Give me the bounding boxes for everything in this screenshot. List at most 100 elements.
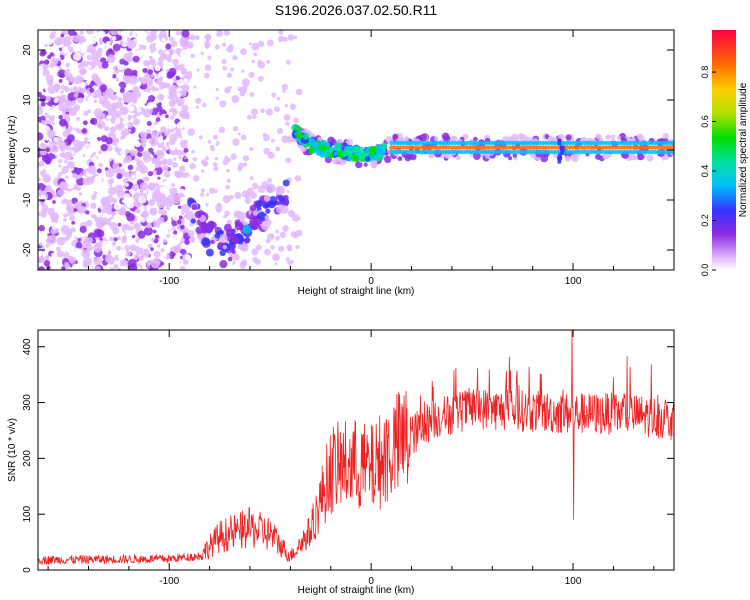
spectrogram-cell [557, 138, 562, 143]
spectrogram-cell [189, 34, 196, 41]
spectrogram-cell [65, 35, 72, 42]
spectrogram-cell [512, 153, 518, 158]
spectrogram-cell [224, 210, 231, 217]
spectrogram-cell [334, 142, 343, 151]
spectrogram-cell [148, 82, 153, 87]
spectrogram-cell [120, 129, 128, 137]
spectrogram-cell [83, 143, 93, 153]
spectrogram-cell [464, 149, 470, 155]
spectrogram-cell [117, 215, 126, 223]
spectrogram-cell [249, 217, 259, 227]
spectrogram-cell [114, 184, 124, 194]
spectrogram-cell [117, 252, 126, 261]
spectrogram-cell [302, 132, 310, 140]
spectrogram-cell [213, 166, 219, 172]
spectrogram-cell [294, 125, 301, 132]
spectrogram-cell [638, 135, 645, 143]
spectrogram-cell [65, 175, 69, 179]
spectrogram-cell [173, 230, 178, 235]
spectrogram-cell [123, 68, 133, 78]
spectrogram-cell [63, 151, 73, 161]
spectrogram-cell [71, 100, 76, 104]
spectrogram-cell [557, 141, 562, 146]
spectrogram-cell [40, 124, 47, 131]
spectrogram-cell [49, 234, 57, 242]
spectrogram-cell [150, 163, 156, 169]
spectrogram-cell [76, 177, 85, 186]
spectrogram-cell [455, 155, 461, 161]
spectrogram-cell [153, 250, 161, 258]
spectrogram-cell [401, 149, 406, 155]
spectrogram-cell [560, 149, 565, 154]
spectrogram-cell [192, 157, 198, 162]
spectrogram-cell [160, 248, 165, 253]
spectrogram-cell [389, 140, 394, 146]
spectrogram-cell [166, 249, 171, 254]
spectrogram-cell [72, 155, 82, 165]
spectrogram-cell [216, 202, 222, 208]
spectrogram-cell [159, 135, 163, 139]
spectrogram-cell [112, 197, 118, 204]
spectrogram-cell [141, 142, 147, 148]
spectrogram-cell [78, 124, 84, 130]
spectrogram-cell [58, 79, 63, 83]
spectrogram-cell [507, 140, 512, 146]
spectrogram-cell [166, 82, 170, 87]
spectrogram-cell [50, 117, 55, 121]
spectrogram-cell [215, 96, 219, 100]
spectrogram-cell [256, 218, 263, 225]
spectrogram-cell [87, 109, 92, 114]
spectrogram-cell [275, 235, 280, 241]
spectrogram-cell [50, 212, 60, 222]
spectrogram-cell [149, 30, 158, 36]
spectrogram-cell [51, 158, 59, 166]
spectrogram-cell [272, 253, 280, 262]
spectrogram-cell [179, 89, 187, 97]
spectrogram-cell [207, 140, 212, 144]
spectrogram-cell [71, 263, 79, 270]
spectrogram-cell [85, 30, 95, 35]
spectrogram-cell [274, 106, 280, 113]
spectrogram-cell [163, 171, 171, 178]
spectrogram-cell [293, 117, 299, 124]
spectrogram-cell [158, 131, 163, 135]
spectrogram-cell [128, 105, 135, 112]
spectrogram-cell [55, 33, 59, 37]
spectrogram-cell [249, 176, 254, 180]
spectrogram-cell [495, 149, 500, 155]
spectrogram-cell [112, 161, 122, 171]
spectrogram-cell [443, 149, 448, 155]
spectrogram-cell [123, 110, 128, 114]
spectrogram-cell [101, 198, 111, 208]
spectrogram-cell [117, 123, 122, 128]
spectrogram-cell [592, 140, 597, 146]
spectrogram-cell [111, 35, 117, 41]
spectrogram-cell [231, 236, 240, 245]
spectrogram-cell [105, 87, 115, 97]
spectrogram-cell [278, 245, 285, 252]
spectrogram-cell [96, 212, 102, 218]
spectrogram-cell [117, 97, 123, 102]
spectrogram-cell [632, 155, 638, 161]
spectrogram-cell [265, 238, 271, 244]
spectrogram-cell [141, 79, 147, 85]
spectrogram-cell [263, 195, 271, 202]
spectrogram-cell [210, 239, 215, 245]
spectrogram-cell [134, 140, 141, 148]
spectrogram-cell [45, 167, 54, 175]
colorbar-ticks: 0.0 0.2 0.4 0.6 0.8 [700, 66, 716, 276]
spectrogram-cell [167, 179, 172, 183]
spectrogram-cell [186, 142, 192, 147]
spectrogram-cell [214, 44, 220, 50]
spectrogram-cell [92, 93, 97, 98]
spectrogram-cell [85, 210, 90, 215]
spectrogram-cell [62, 233, 67, 238]
spectrogram-cell [79, 225, 87, 234]
spectrogram-cell [176, 146, 181, 151]
spectrogram-cell [613, 149, 618, 155]
spectrogram-cell [290, 259, 294, 264]
spectrogram-cell [46, 106, 56, 116]
spectrogram-cell [56, 30, 62, 34]
spectrogram-cell [57, 189, 65, 197]
spectrogram-cell [389, 149, 394, 155]
